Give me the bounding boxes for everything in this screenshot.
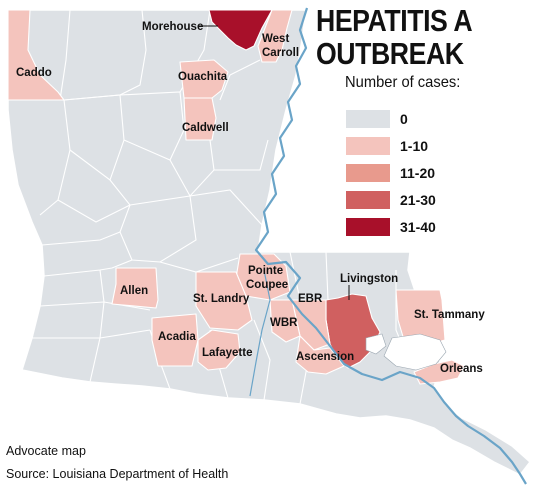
label-acadia: Acadia [158,331,196,343]
parish-allen [111,267,159,309]
label-west-carroll-line2: Carroll [262,47,299,59]
legend-swatch [346,164,390,182]
label-livingston: Livingston [340,273,398,285]
label-caldwell: Caldwell [182,122,229,134]
label-ebr: EBR [298,293,323,305]
legend-swatch [346,218,390,236]
parish-caddo [7,9,65,101]
parish-ascension [295,335,345,375]
atchafalaya-river [249,269,271,397]
legend-label: 21-30 [400,192,436,208]
legend-title: Number of cases: [345,74,461,91]
label-morehouse: Morehouse [142,21,203,33]
map-credit: Advocate map [6,444,86,458]
map-source: Source: Louisiana Department of Health [6,467,229,481]
legend-label: 11-20 [400,165,436,181]
label-allen: Allen [120,285,148,297]
parish-orleans [413,359,465,385]
mississippi-river [254,7,527,485]
label-pointe-coupee-line2: Coupee [246,279,288,291]
legend-label: 31-40 [400,219,436,235]
highlighted-parishes [7,9,465,385]
label-orleans: Orleans [440,363,483,375]
title-line-2: OUTBREAK [316,36,464,71]
label-ascension: Ascension [296,351,354,363]
label-pointe-coupee-line1: Pointe [248,265,283,277]
parish-wbr [269,299,301,343]
legend-item: 21-30 [346,191,526,210]
title-line-1: HEPATITIS A [316,3,473,38]
parish-west-carroll [257,9,293,63]
lakes [365,333,447,371]
legend-label: 0 [400,111,408,127]
label-ouachita: Ouachita [178,71,228,83]
legend-label: 1-10 [400,138,429,154]
parish-lafayette [197,329,241,371]
label-caddo: Caddo [16,67,52,79]
legend-item: 11-20 [346,164,526,183]
legend-swatch [346,110,390,128]
parish-acadia [151,313,199,367]
parish-caldwell [183,97,217,141]
label-wbr: WBR [270,317,298,329]
legend-item: 1-10 [346,137,526,156]
parish-st-landry [195,271,253,331]
legend-swatch [346,191,390,209]
label-st-tammany: St. Tammany [414,309,485,321]
label-west-carroll-line1: West [262,33,289,45]
legend-item: 31-40 [346,218,526,237]
legend-swatch [346,137,390,155]
lake-pontchartrain [383,333,447,371]
map-title: HEPATITIS A OUTBREAK [316,4,534,70]
legend-item: 0 [346,110,526,129]
label-st-landry: St. Landry [193,293,250,305]
parish-labels: Morehouse West Carroll Caddo Ouachita Ca… [16,21,485,375]
label-lafayette: Lafayette [202,347,253,359]
lake-maurepas [365,333,387,355]
